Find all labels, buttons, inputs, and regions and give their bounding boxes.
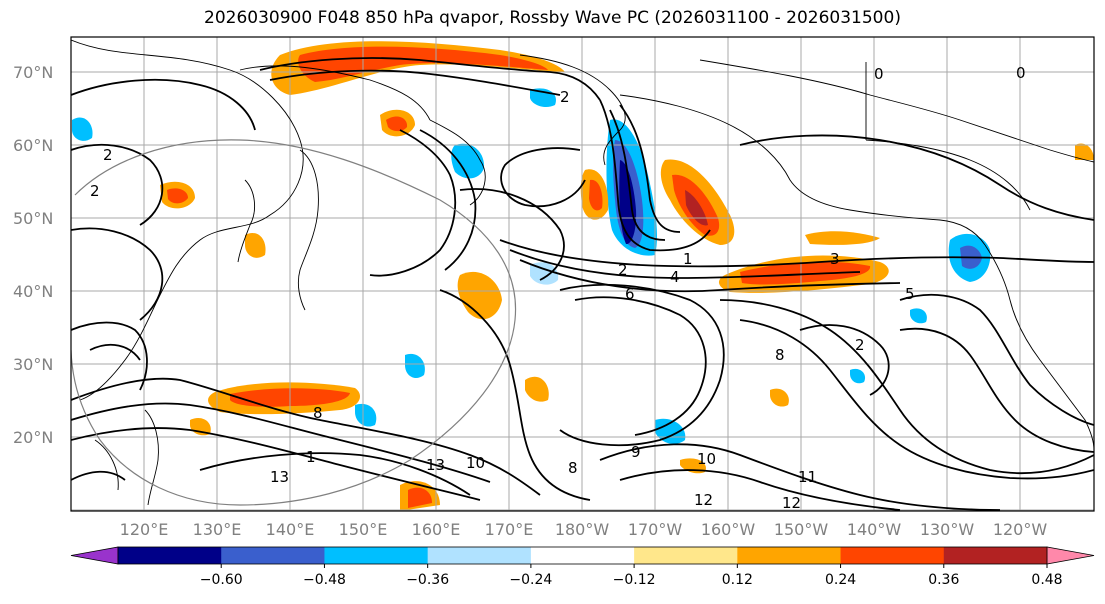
contour-label: 2 — [855, 336, 865, 354]
colorbar-swatch — [324, 547, 429, 564]
colorbar-swatch — [427, 547, 532, 564]
contour-label: 11 — [798, 468, 817, 486]
map-border — [70, 36, 1095, 512]
contour-label: 10 — [697, 450, 716, 468]
contour-label: 8 — [313, 404, 323, 422]
lat-label: 70°N — [13, 63, 53, 82]
contour-label: 6 — [625, 285, 635, 303]
lon-label: 120°W — [993, 520, 1048, 539]
colorbar-tick-label: 0.12 — [722, 572, 753, 588]
colorbar-tick-label: −0.12 — [613, 572, 656, 588]
contour-label: 3 — [830, 250, 840, 268]
contour-label: 8 — [775, 346, 785, 364]
contour-label: 1 — [683, 250, 693, 268]
colorbar-swatch — [634, 547, 738, 564]
contour-label: 10 — [466, 454, 485, 472]
contour-label: 2 — [90, 182, 100, 200]
colorbar-tick-label: −0.60 — [200, 572, 243, 588]
colorbar-swatch — [840, 547, 945, 564]
colorbar-swatch — [943, 547, 1048, 564]
lon-label: 170°W — [628, 520, 683, 539]
contour-label: 4 — [670, 268, 680, 286]
lat-label: 40°N — [13, 282, 53, 301]
contour-label: 1 — [306, 448, 316, 466]
lon-label: 120°E — [120, 520, 169, 539]
contour-label: 0 — [1016, 64, 1026, 82]
lon-label: 140°W — [847, 520, 902, 539]
contour-label: 9 — [631, 443, 641, 461]
contour-label: 13 — [270, 468, 289, 486]
contour-label: 2 — [618, 261, 628, 279]
qvapor-contours — [71, 57, 1094, 511]
colorbar: −0.60 −0.48 −0.36 −0.24 −0.12 0.12 0.24 0.36 0.4… — [70, 546, 1095, 588]
colorbar-frame — [117, 546, 1048, 565]
contour-label: 2 — [560, 88, 570, 106]
colorbar-tick-label: −0.36 — [406, 572, 449, 588]
colorbar-swatch — [221, 547, 325, 564]
contour-label: 12 — [694, 491, 713, 509]
colorbar-swatch — [737, 547, 842, 564]
contour-labels: 0 0 2 2 2 2 1 3 4 6 5 8 8 8 9 10 10 11 1… — [90, 64, 1026, 512]
lat-label: 60°N — [13, 136, 53, 155]
lon-label: 150°E — [339, 520, 388, 539]
lon-label: 180°W — [555, 520, 610, 539]
reference-circle — [71, 139, 517, 506]
colorbar-tick-label: −0.24 — [509, 572, 552, 588]
contour-label: 5 — [905, 285, 915, 303]
colorbar-extend-max — [1046, 546, 1095, 565]
contour-label: 8 — [568, 459, 578, 477]
contour-label: 2 — [103, 146, 113, 164]
longitude-labels: 120°E 130°E 140°E 150°E 160°E 170°E 180°… — [120, 520, 1048, 539]
colorbar-extend-min — [70, 546, 119, 565]
lat-label: 30°N — [13, 355, 53, 374]
map-title: 2026030900 F048 850 hPa qvapor, Rossby W… — [204, 8, 901, 28]
latitude-labels: 70°N 60°N 50°N 40°N 30°N 20°N — [13, 63, 53, 447]
contour-label: 12 — [782, 494, 801, 512]
lon-label: 130°E — [193, 520, 242, 539]
colorbar-tick-label: −0.48 — [303, 572, 346, 588]
lon-label: 160°E — [412, 520, 461, 539]
contour-label: 0 — [874, 65, 884, 83]
lat-label: 50°N — [13, 209, 53, 228]
colorbar-swatch — [118, 547, 222, 564]
colorbar-tick-label: 0.36 — [928, 572, 959, 588]
lon-label: 160°W — [701, 520, 756, 539]
lon-label: 130°W — [920, 520, 975, 539]
contour-label: 13 — [426, 456, 445, 474]
colorbar-tick-label: 0.24 — [825, 572, 856, 588]
lon-label: 140°E — [266, 520, 315, 539]
lat-label: 20°N — [13, 428, 53, 447]
lon-label: 170°E — [485, 520, 534, 539]
lon-label: 150°W — [774, 520, 829, 539]
colorbar-swatch — [530, 547, 635, 564]
colorbar-tick-label: 0.48 — [1031, 572, 1062, 588]
